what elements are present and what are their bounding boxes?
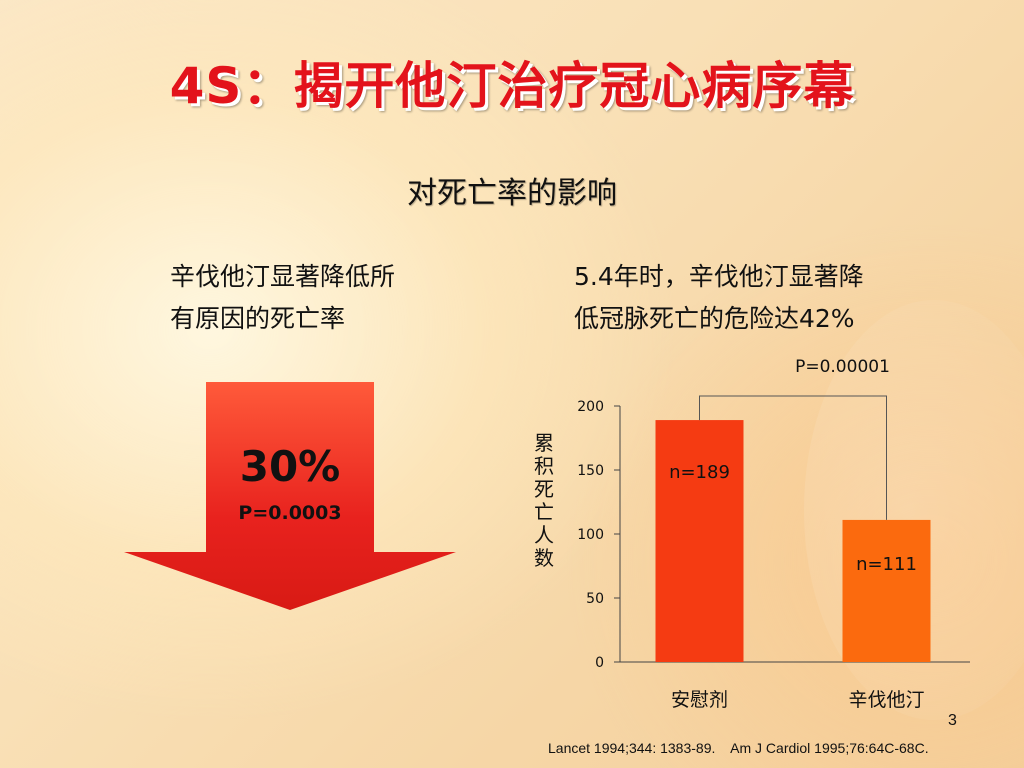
bar-chart-svg: 0 50 100 150 200 n=189 安慰剂 n=111 辛伐他汀 P=0.00001 (577, 357, 970, 711)
reduction-arrow: 30% P=0.0003 (122, 382, 458, 610)
right-statement-line-1: 5.4年时，辛伐他汀显著降 (574, 262, 864, 291)
reference-footnote: Lancet 1994;344: 1383-89. Am J Cardiol 1… (548, 740, 929, 756)
y-tick-label: 50 (586, 591, 604, 607)
down-arrow-icon (124, 382, 456, 610)
left-statement: 辛伐他汀显著降低所 有原因的死亡率 (170, 256, 395, 340)
y-tick-label: 150 (577, 463, 604, 479)
bar-data-label: n=111 (856, 554, 917, 575)
reduction-p-value: P=0.0003 (238, 502, 342, 524)
significance-bracket (699, 395, 887, 520)
y-tick-label: 200 (577, 399, 604, 415)
bar-2 (842, 519, 931, 662)
significance-p-value: P=0.00001 (795, 357, 890, 377)
slide-title: 4S：揭开他汀治疗冠心病序幕 (169, 57, 855, 115)
page-number: 3 (948, 712, 957, 729)
slide-subtitle: 对死亡率的影响 (407, 176, 617, 211)
reduction-percent: 30% (239, 442, 341, 491)
left-statement-line-1: 辛伐他汀显著降低所 (170, 262, 396, 291)
coronary-death-chart: 累积死亡人数 0 50 100 150 200 n=189 安慰剂 n=111 辛伐他汀 P=0.… (520, 340, 990, 720)
bar-data-label: n=189 (669, 462, 730, 483)
x-category-label: 辛伐他汀 (848, 689, 924, 711)
y-tick-label: 0 (595, 655, 604, 671)
left-statement-line-2: 有原因的死亡率 (170, 304, 346, 333)
right-statement: 5.4年时，辛伐他汀显著降 低冠脉死亡的危险达42% (574, 256, 864, 340)
bar-1 (655, 420, 744, 662)
y-tick-label: 100 (577, 527, 604, 543)
y-axis-label: 累积死亡人数 (534, 431, 554, 570)
right-statement-line-2: 低冠脉死亡的危险达42% (574, 304, 855, 333)
x-category-label: 安慰剂 (671, 689, 728, 711)
